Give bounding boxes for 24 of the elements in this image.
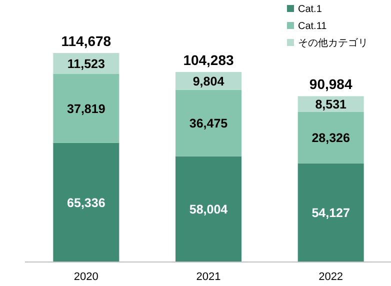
total-label: 114,678 — [61, 33, 112, 49]
legend-label: その他カテゴリ — [298, 37, 368, 49]
legend-label: Cat.11 — [298, 21, 328, 32]
data-label: 37,819 — [67, 102, 106, 116]
data-label: 11,523 — [67, 57, 105, 71]
data-label: 8,531 — [315, 97, 347, 112]
legend-label: Cat.1 — [298, 4, 322, 15]
bar — [53, 142, 120, 262]
data-label: 28,326 — [312, 131, 350, 146]
bar — [176, 156, 242, 262]
data-label: 65,336 — [67, 196, 106, 210]
bar — [53, 74, 120, 143]
x-tick-label: 2022 — [318, 271, 344, 283]
data-label: 54,127 — [312, 206, 350, 220]
total-label: 90,984 — [309, 76, 352, 92]
bar — [298, 112, 364, 164]
x-tick-label: 2021 — [196, 271, 221, 283]
data-label: 58,004 — [189, 202, 228, 217]
total-label: 104,283 — [183, 52, 234, 68]
data-label: 36,475 — [189, 116, 228, 131]
bar — [298, 163, 364, 262]
bar — [176, 90, 242, 156]
x-tick-label: 2020 — [74, 271, 98, 283]
data-label: 9,804 — [192, 74, 224, 88]
